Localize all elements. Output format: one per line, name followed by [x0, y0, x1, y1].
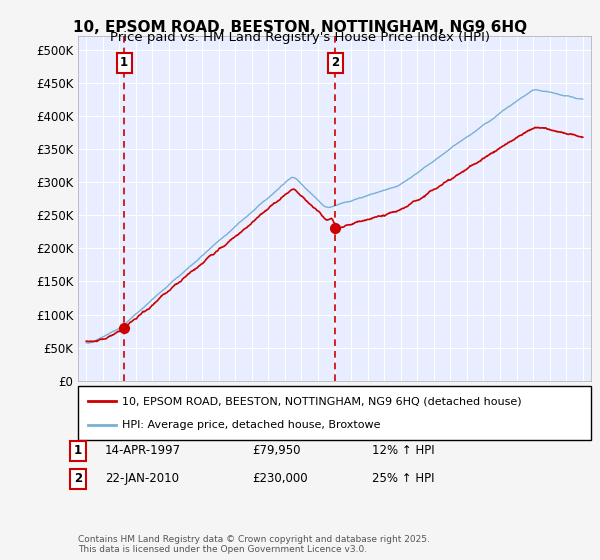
Text: 1: 1	[120, 56, 128, 69]
Text: 12% ↑ HPI: 12% ↑ HPI	[372, 444, 434, 458]
Text: Price paid vs. HM Land Registry's House Price Index (HPI): Price paid vs. HM Land Registry's House …	[110, 31, 490, 44]
Text: HPI: Average price, detached house, Broxtowe: HPI: Average price, detached house, Brox…	[122, 419, 380, 430]
Text: 25% ↑ HPI: 25% ↑ HPI	[372, 472, 434, 486]
Text: 2: 2	[331, 56, 340, 69]
Text: 1: 1	[74, 444, 82, 458]
Text: 10, EPSOM ROAD, BEESTON, NOTTINGHAM, NG9 6HQ: 10, EPSOM ROAD, BEESTON, NOTTINGHAM, NG9…	[73, 20, 527, 35]
Text: £230,000: £230,000	[252, 472, 308, 486]
Text: 22-JAN-2010: 22-JAN-2010	[105, 472, 179, 486]
FancyBboxPatch shape	[78, 386, 591, 440]
Text: Contains HM Land Registry data © Crown copyright and database right 2025.
This d: Contains HM Land Registry data © Crown c…	[78, 535, 430, 554]
Text: 10, EPSOM ROAD, BEESTON, NOTTINGHAM, NG9 6HQ (detached house): 10, EPSOM ROAD, BEESTON, NOTTINGHAM, NG9…	[122, 396, 521, 407]
Text: 2: 2	[74, 472, 82, 486]
Text: £79,950: £79,950	[252, 444, 301, 458]
Text: 14-APR-1997: 14-APR-1997	[105, 444, 181, 458]
